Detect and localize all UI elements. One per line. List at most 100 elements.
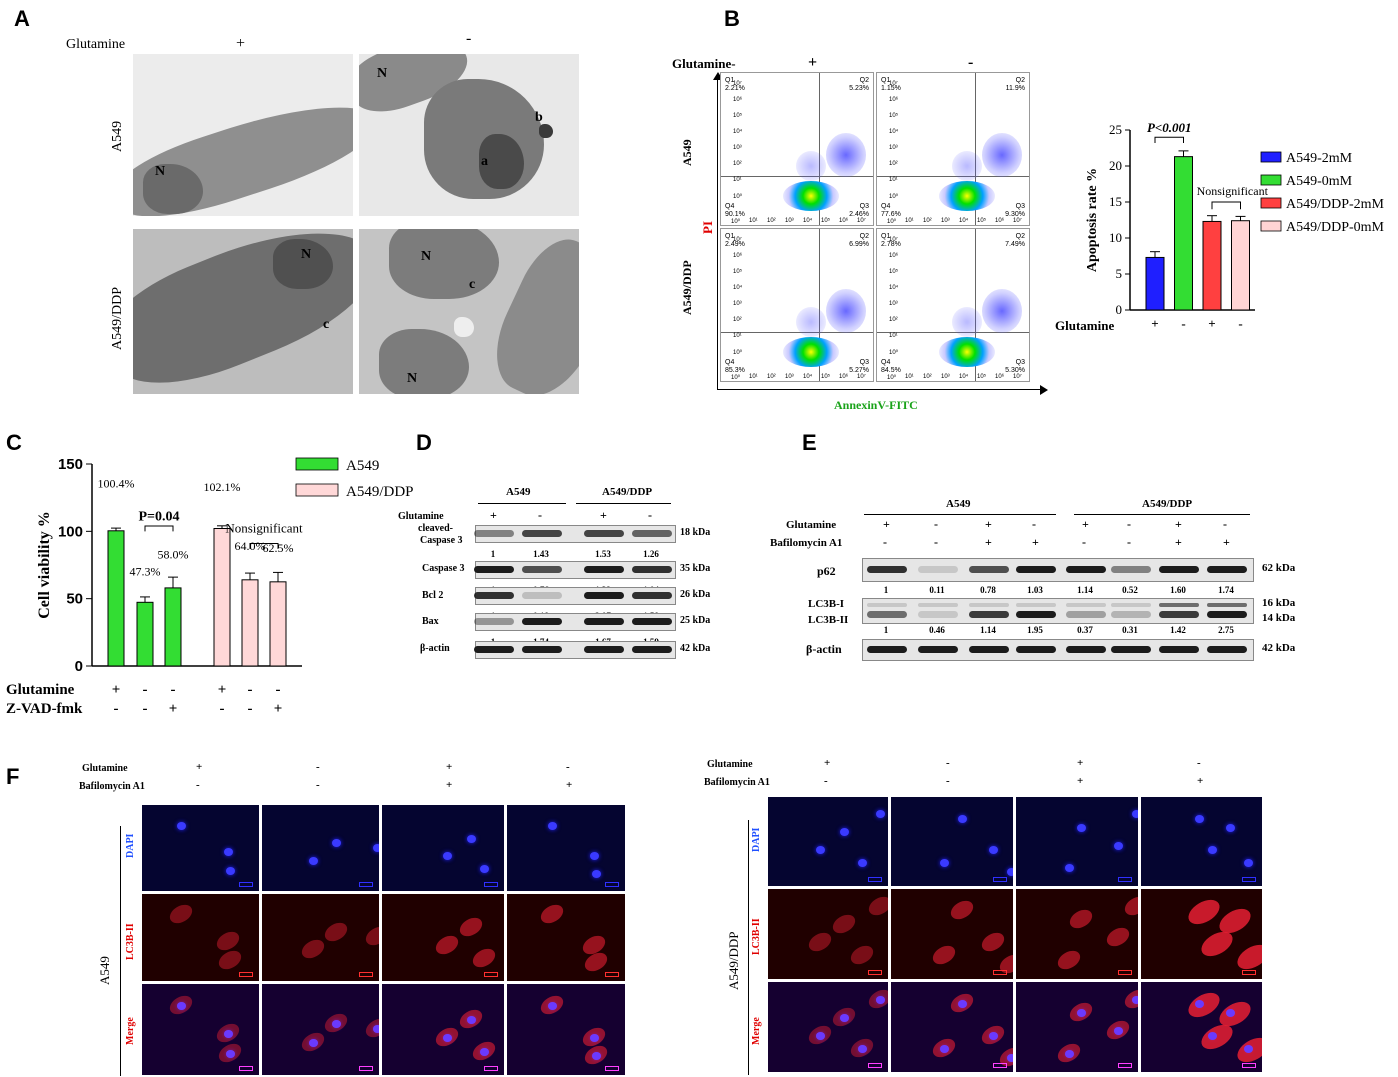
blot-band bbox=[969, 566, 1009, 573]
nucleus-merge bbox=[479, 1047, 489, 1056]
nucleus-merge bbox=[1006, 1054, 1013, 1062]
nucleus-merge bbox=[373, 1024, 379, 1033]
flow-events-main bbox=[939, 181, 995, 211]
nucleus bbox=[1225, 823, 1235, 832]
blot-band bbox=[522, 646, 562, 653]
cell-cytoplasm bbox=[166, 901, 196, 928]
y-tick-label: 10 bbox=[1109, 230, 1122, 245]
density-value: 2.75 bbox=[1218, 625, 1234, 635]
em-marker-n: N bbox=[407, 371, 418, 386]
bafilomycin-sign: + bbox=[985, 535, 992, 549]
x-tick-label: 10³ bbox=[941, 218, 950, 224]
x-tick-label: 10⁰ bbox=[731, 375, 741, 381]
lc3b-i-label: LC3B-I bbox=[808, 598, 845, 610]
merge-image bbox=[507, 984, 625, 1075]
density-value: 1.14 bbox=[980, 625, 996, 635]
bafilomycin-sign: + bbox=[1175, 535, 1182, 549]
blot-band bbox=[474, 530, 514, 537]
y-tick-label: 10⁶ bbox=[889, 253, 899, 259]
blot-band-lc3b-i bbox=[1159, 603, 1199, 607]
nucleus bbox=[1064, 863, 1074, 872]
scale-bar bbox=[359, 972, 373, 977]
flow-plot: Q1 2.78% Q2 7.49% Q4 84.5% Q3 5.30% 10⁰ 10⁰ 10¹ 10¹… bbox=[876, 228, 1030, 382]
q1-percent: 2.49% bbox=[725, 241, 745, 248]
glutamine-sign: - bbox=[316, 761, 320, 773]
quadrant-gate-vertical bbox=[975, 73, 976, 225]
nucleus-merge bbox=[1243, 1045, 1253, 1053]
group-label: A549 bbox=[946, 498, 971, 510]
em-marker-n: N bbox=[155, 164, 166, 179]
bafilomycin-sign: + bbox=[1223, 535, 1230, 549]
x-tick-label: 10⁴ bbox=[803, 374, 813, 380]
merge-image bbox=[1141, 982, 1262, 1072]
nucleus-merge bbox=[589, 1034, 599, 1043]
legend-label: A549 bbox=[346, 458, 379, 474]
row-label: β-actin bbox=[420, 643, 450, 654]
nucleus bbox=[1243, 859, 1253, 868]
density-value: 1 bbox=[883, 585, 889, 595]
nucleus bbox=[816, 845, 825, 854]
dapi-image bbox=[1016, 797, 1138, 886]
density-value: 1.42 bbox=[1170, 625, 1186, 635]
nucleus bbox=[467, 835, 477, 844]
p-value-annotation: P<0.001 bbox=[1147, 120, 1192, 135]
bafilomycin-sign: - bbox=[946, 775, 950, 787]
blot-row bbox=[474, 641, 676, 659]
group-underline bbox=[864, 514, 1056, 515]
scale-bar bbox=[359, 1066, 373, 1071]
scale-bar bbox=[484, 882, 498, 887]
significance-bracket bbox=[1211, 201, 1241, 210]
blot-band bbox=[1159, 646, 1199, 653]
y-tick-label: 10³ bbox=[889, 301, 898, 307]
blot-band-lc3b-i bbox=[867, 603, 907, 607]
x-tick-label: 10⁷ bbox=[857, 218, 866, 224]
density-value: 0.11 bbox=[929, 585, 945, 595]
glutamine-sign: + bbox=[218, 682, 227, 698]
bafilomycin-label: Bafilomycin A1 bbox=[704, 777, 770, 788]
merge-image bbox=[142, 984, 259, 1075]
legend-label: A549/DDP bbox=[346, 484, 414, 500]
blot-band-lc3b-ii bbox=[1016, 611, 1056, 618]
y-tick-label: 10⁵ bbox=[733, 113, 743, 119]
blot-band bbox=[1111, 646, 1151, 653]
panel-b-y-axis-label: PI bbox=[700, 221, 715, 234]
data-label: 100.4% bbox=[98, 477, 135, 491]
dapi-image bbox=[1141, 797, 1262, 886]
nucleus bbox=[177, 822, 187, 831]
bafilomycin-sign: - bbox=[1082, 535, 1086, 549]
nucleus-merge bbox=[958, 1000, 968, 1008]
x-tick-label: 10¹ bbox=[905, 374, 914, 380]
panel-b-y-axis-line bbox=[717, 78, 718, 390]
blot-band bbox=[522, 530, 562, 537]
q2-label: Q2 bbox=[859, 77, 869, 84]
blot-band bbox=[632, 646, 672, 653]
panel-b-y-axis-arrow bbox=[713, 72, 723, 80]
cell-cytoplasm bbox=[362, 923, 379, 950]
q4-label: Q4 bbox=[725, 359, 735, 366]
bar bbox=[1231, 220, 1250, 311]
x-tick-label: 10⁶ bbox=[995, 374, 1005, 380]
nucleus-merge bbox=[1225, 1009, 1235, 1017]
x-sign-label: - bbox=[1181, 316, 1185, 331]
nucleus bbox=[1207, 845, 1217, 854]
panel-c-label: C bbox=[6, 430, 22, 455]
scale-bar bbox=[605, 972, 619, 977]
nucleus-merge bbox=[1077, 1009, 1086, 1017]
density-value: 0.52 bbox=[1122, 585, 1138, 595]
glutamine-sign: - bbox=[566, 761, 570, 773]
y-tick-label: 10³ bbox=[889, 145, 898, 151]
x-tick-label: 10² bbox=[923, 218, 932, 224]
panel-b-label: B bbox=[724, 6, 740, 31]
glutamine-sign: + bbox=[600, 508, 607, 522]
x-tick-label: 10⁶ bbox=[839, 218, 849, 224]
blot-band bbox=[632, 566, 672, 573]
y-axis-label: Apoptosis rate % bbox=[1085, 168, 1100, 272]
dapi-image bbox=[768, 797, 888, 886]
row-label: Bax bbox=[422, 616, 439, 627]
nucleus-merge bbox=[1113, 1027, 1123, 1035]
legend-label: A549/DDP-0mM bbox=[1286, 220, 1385, 235]
nucleus-merge bbox=[876, 995, 885, 1004]
cell-cytoplasm bbox=[456, 914, 486, 941]
cell-cytoplasm bbox=[1121, 892, 1138, 919]
y-tick-label: 10² bbox=[889, 317, 898, 323]
